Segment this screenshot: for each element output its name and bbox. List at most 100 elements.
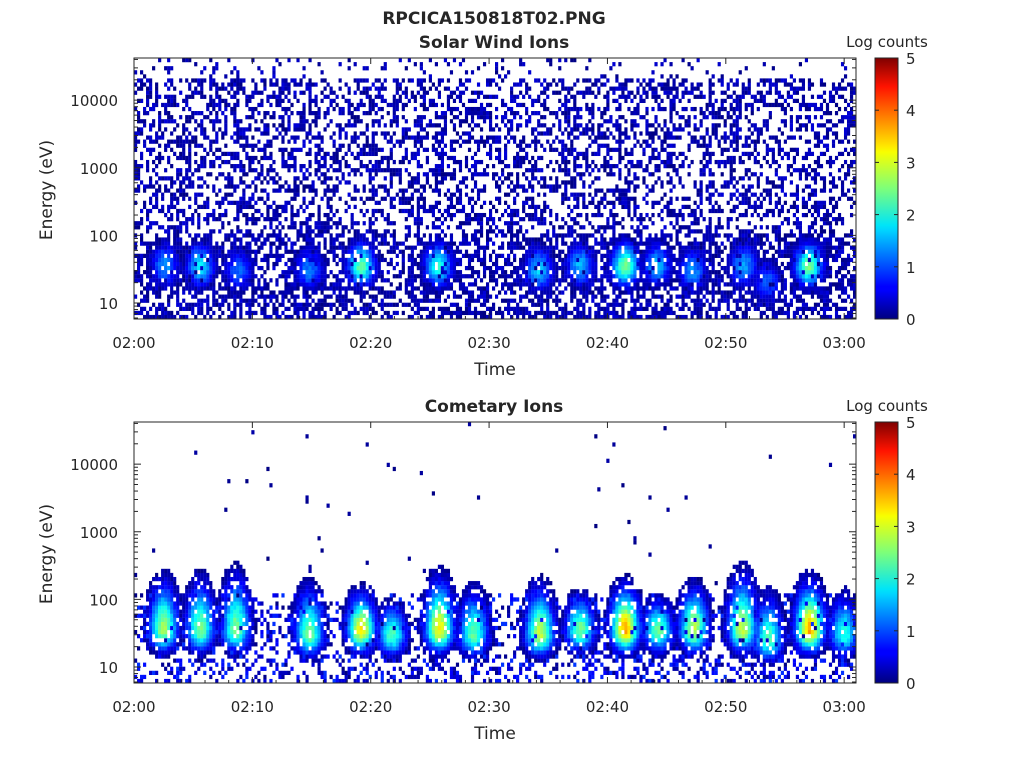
heatmap-cell — [302, 237, 306, 242]
heatmap-cell — [317, 261, 321, 267]
heatmap-cell — [239, 241, 243, 246]
heatmap-cell — [215, 265, 219, 271]
heatmap-cell — [158, 290, 162, 295]
heatmap-cell — [263, 306, 267, 311]
heatmap-cell — [377, 123, 381, 128]
heatmap-cell — [498, 184, 502, 189]
heatmap-cell — [485, 82, 490, 87]
heatmap-cell — [236, 278, 240, 283]
heatmap-cell — [597, 151, 601, 157]
heatmap-cell — [296, 261, 300, 267]
heatmap-cell — [561, 314, 565, 320]
heatmap-cell — [431, 208, 435, 214]
heatmap-cell — [525, 196, 529, 201]
heatmap-cell — [401, 139, 405, 144]
heatmap-cell — [185, 306, 189, 311]
heatmap-cell — [498, 176, 502, 181]
heatmap-cell — [404, 66, 408, 71]
heatmap-cell — [317, 314, 321, 320]
heatmap-cell — [498, 200, 502, 205]
heatmap-cell — [479, 111, 484, 116]
heatmap-cell — [425, 176, 429, 181]
heatmap-cell — [224, 192, 228, 197]
heatmap-cell — [224, 143, 228, 148]
heatmap-cell — [140, 127, 144, 132]
heatmap-cell — [452, 278, 457, 283]
heatmap-cell — [170, 270, 174, 275]
heatmap-cell — [371, 176, 375, 181]
heatmap-cell — [555, 176, 559, 181]
heatmap-cell — [561, 155, 565, 161]
heatmap-cell — [597, 131, 601, 136]
heatmap-cell — [278, 188, 282, 193]
heatmap-cell — [293, 82, 297, 87]
heatmap-cell — [137, 119, 141, 124]
heatmap-cell — [392, 115, 396, 120]
heatmap-cell — [308, 78, 312, 83]
heatmap-cell — [473, 164, 478, 169]
heatmap-cell — [218, 249, 222, 254]
heatmap-cell — [254, 253, 258, 258]
heatmap-cell — [555, 314, 559, 320]
heatmap-cell — [606, 249, 610, 254]
heatmap-cell — [431, 143, 435, 148]
heatmap-cell — [431, 168, 435, 173]
heatmap-cell — [407, 282, 411, 287]
heatmap-cell — [371, 310, 375, 316]
heatmap-cell — [242, 90, 246, 95]
heatmap-cell — [404, 119, 408, 124]
heatmap-cell — [299, 249, 303, 254]
heatmap-cell — [347, 143, 351, 148]
heatmap-cell — [236, 290, 240, 295]
heatmap-cell — [516, 310, 520, 316]
heatmap-cell — [164, 229, 168, 234]
heatmap-cell — [302, 196, 306, 201]
heatmap-cell — [170, 200, 174, 205]
heatmap-cell — [461, 241, 466, 246]
heatmap-cell — [269, 314, 273, 320]
heatmap-cell — [362, 265, 366, 271]
heatmap-cell — [272, 294, 276, 299]
heatmap-cell — [386, 241, 390, 246]
heatmap-cell — [185, 253, 189, 258]
heatmap-cell — [260, 172, 264, 177]
heatmap-cell — [488, 212, 493, 218]
heatmap-cell — [290, 261, 294, 267]
heatmap-cell — [248, 94, 252, 99]
heatmap-cell — [194, 274, 198, 279]
heatmap-cell — [543, 233, 547, 238]
heatmap-cell — [606, 270, 610, 275]
heatmap-cell — [269, 155, 273, 161]
heatmap-cell — [236, 265, 240, 271]
heatmap-cell — [299, 119, 303, 124]
heatmap-cell — [498, 151, 502, 157]
heatmap-cell — [377, 164, 381, 169]
heatmap-cell — [413, 62, 417, 67]
heatmap-cell — [534, 176, 538, 181]
heatmap-cell — [498, 217, 502, 222]
heatmap-cell — [407, 233, 411, 238]
heatmap-cell — [326, 302, 330, 307]
heatmap-cell — [197, 90, 201, 95]
heatmap-cell — [501, 66, 505, 71]
heatmap-cell — [290, 188, 294, 193]
heatmap-cell — [576, 298, 580, 303]
heatmap-cell — [564, 98, 568, 104]
heatmap-cell — [269, 249, 273, 254]
heatmap-cell — [576, 151, 580, 157]
heatmap-cell — [470, 119, 475, 124]
heatmap-cell — [272, 188, 276, 193]
heatmap-cell — [224, 176, 228, 181]
heatmap-cell — [440, 257, 445, 263]
heatmap-cell — [269, 221, 273, 226]
heatmap-cell — [434, 257, 438, 263]
heatmap-cell — [233, 290, 237, 295]
heatmap-cell — [594, 278, 598, 283]
heatmap-cell — [179, 261, 183, 267]
heatmap-cell — [224, 159, 228, 165]
heatmap-cell — [398, 208, 402, 214]
heatmap-cell — [200, 159, 204, 165]
heatmap-cell — [158, 237, 162, 242]
heatmap-cell — [362, 257, 366, 263]
heatmap-cell — [272, 159, 276, 165]
